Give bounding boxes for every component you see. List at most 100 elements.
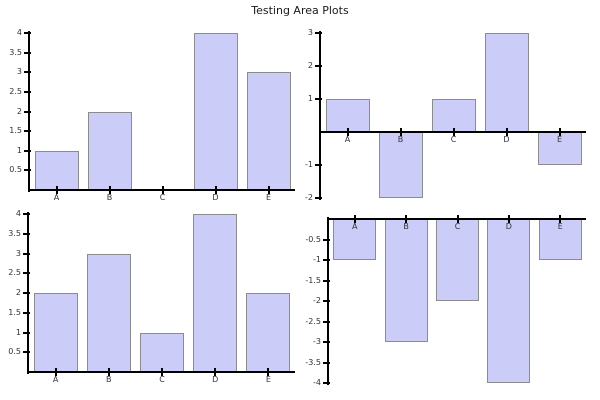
y-tick-label: 2 [307,61,313,70]
y-tick-label: -2 [313,296,321,305]
y-tick-label: 3 [16,67,22,77]
x-tick [267,186,270,194]
y-tick [24,149,31,152]
y-tick [323,238,330,241]
x-tick [559,215,562,223]
bar-C [140,332,184,372]
y-tick-label: -1 [305,160,313,169]
x-tick-label: E [557,222,563,231]
x-tick-label: E [556,135,563,144]
y-tick [24,90,31,93]
y-tick-label: -2.5 [305,316,321,326]
x-tick [452,128,455,136]
y-tick [323,279,330,282]
y-tick-label: 2.5 [8,268,21,278]
x-tick [505,128,508,136]
x-tick [399,128,402,136]
chart-bottom-left: 0.5 1 1.5 2 2.5 3 3.5 4 A B C D E [0,200,300,395]
x-tick-label: A [53,193,60,202]
y-tick-label: 1.5 [9,126,22,136]
x-tick-label: A [344,135,351,144]
y-tick [315,32,322,34]
x-tick-label: C [450,135,457,144]
y-tick-label: -1 [313,255,321,264]
x-tick-label: E [265,193,272,202]
y-tick-label: 3 [15,248,21,258]
x-tick [108,186,111,194]
y-tick [323,341,330,343]
y-tick-label: 1 [15,327,21,337]
y-tick-label: -3.5 [305,357,321,367]
x-tick-label: B [403,222,409,231]
y-tick-label: 1.5 [8,307,21,317]
x-tick [214,368,217,376]
y-tick-label: 3.5 [8,228,21,238]
bar-A [34,150,79,191]
bar-A [333,219,377,260]
y-tick [23,311,30,314]
y-tick [315,197,322,199]
y-tick [315,65,322,67]
x-tick-label: B [106,193,113,202]
y-tick [24,32,31,34]
x-tick [107,368,110,376]
y-tick [315,164,322,166]
y-tick [23,232,30,235]
y-tick [24,130,31,133]
x-tick [267,368,270,376]
x-tick-label: A [351,222,358,231]
y-tick-label: -3 [313,337,321,346]
x-tick-label: C [159,375,165,384]
y-tick [24,71,31,74]
y-tick-label: 2 [16,106,22,116]
chart-bottom-right: -4 -3.5 -3 -2.5 -2 -1.5 -1 -0.5 A B C D E [300,200,600,395]
figure-title: Testing Area Plots [251,4,349,17]
x-tick-label: C [454,222,461,231]
y-tick-label: -1.5 [305,275,321,285]
bar-D [193,33,238,190]
x-tick [456,215,459,223]
x-tick [214,186,217,194]
y-tick [23,213,30,215]
y-tick-label: 2 [15,288,21,297]
y-tick [315,98,322,100]
y-tick-label: 4 [16,28,22,37]
chart-top-left: 0.5 1 1.5 2 2.5 3 3.5 4 A B C D E [0,20,300,215]
x-tick [507,215,510,223]
bar-A [33,293,78,372]
y-tick-label: -0.5 [305,234,321,244]
y-tick [323,382,330,384]
bar-E [246,293,291,372]
y-tick-label: 4 [15,209,21,218]
y-tick [323,300,330,302]
y-tick [24,51,31,54]
y-tick-label: 2.5 [9,86,22,96]
bar-B [378,132,423,198]
bar-E [246,72,291,191]
x-tick-label: C [159,193,166,202]
x-tick-label: D [212,193,219,202]
x-tick-label: E [265,375,271,384]
y-tick-label: 0.5 [8,347,21,357]
y-axis [319,31,321,200]
x-tick-label: D [505,222,512,231]
bar-D [484,33,529,132]
x-tick-label: D [503,135,510,144]
x-tick-label: B [106,375,112,384]
y-tick [23,272,30,275]
x-tick-label: D [212,375,219,384]
x-tick [558,128,561,136]
y-tick [23,351,30,354]
y-tick-label: 3.5 [9,47,22,57]
bar-B [384,219,428,342]
y-tick-label: 3 [307,28,313,37]
x-tick-label: B [397,135,404,144]
y-tick-label: -4 [313,378,321,387]
y-tick [323,320,330,323]
y-tick-label: 1 [16,145,22,155]
y-tick [323,361,330,364]
y-tick-label: 0.5 [9,165,22,175]
x-tick [353,215,356,223]
y-tick [23,252,30,255]
